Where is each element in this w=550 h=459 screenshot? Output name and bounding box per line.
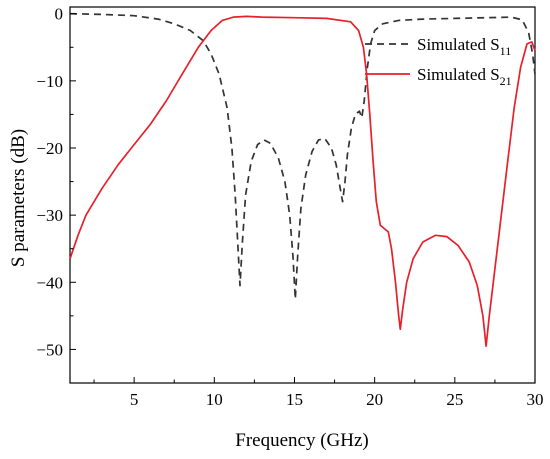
legend-label-main: Simulated S (417, 65, 500, 84)
y-tick-label: −50 (36, 340, 63, 359)
y-axis-title: S parameters (dB) (8, 129, 29, 267)
legend-label-21: Simulated S21 (417, 65, 512, 88)
y-axis: 0 −10 −20 −30 −40 −50 (36, 5, 76, 359)
x-tick-label: 20 (366, 390, 383, 409)
x-axis: 5 10 15 20 25 30 (93, 377, 544, 409)
x-axis-title: Frequency (GHz) (235, 430, 368, 451)
series-line-21 (69, 15, 536, 347)
legend-label-main: Simulated S (417, 35, 500, 54)
legend-label-subscript: 21 (500, 74, 512, 88)
x-tick-label: 10 (206, 390, 223, 409)
y-tick-label: −40 (36, 273, 63, 292)
y-tick-label: −30 (36, 206, 63, 225)
series-line-11 (69, 12, 536, 300)
y-tick-label: −20 (36, 139, 63, 158)
x-tick-label: 30 (527, 390, 544, 409)
x-tick-label: 5 (130, 390, 139, 409)
x-tick-label: 25 (446, 390, 463, 409)
y-tick-label: −10 (36, 72, 63, 91)
plot-frame (69, 6, 536, 384)
x-tick-label: 15 (286, 390, 303, 409)
legend-label-11: Simulated S11 (417, 35, 511, 58)
legend-label-subscript: 11 (500, 44, 512, 58)
y-tick-label: 0 (55, 5, 64, 24)
plot-area (69, 6, 536, 384)
